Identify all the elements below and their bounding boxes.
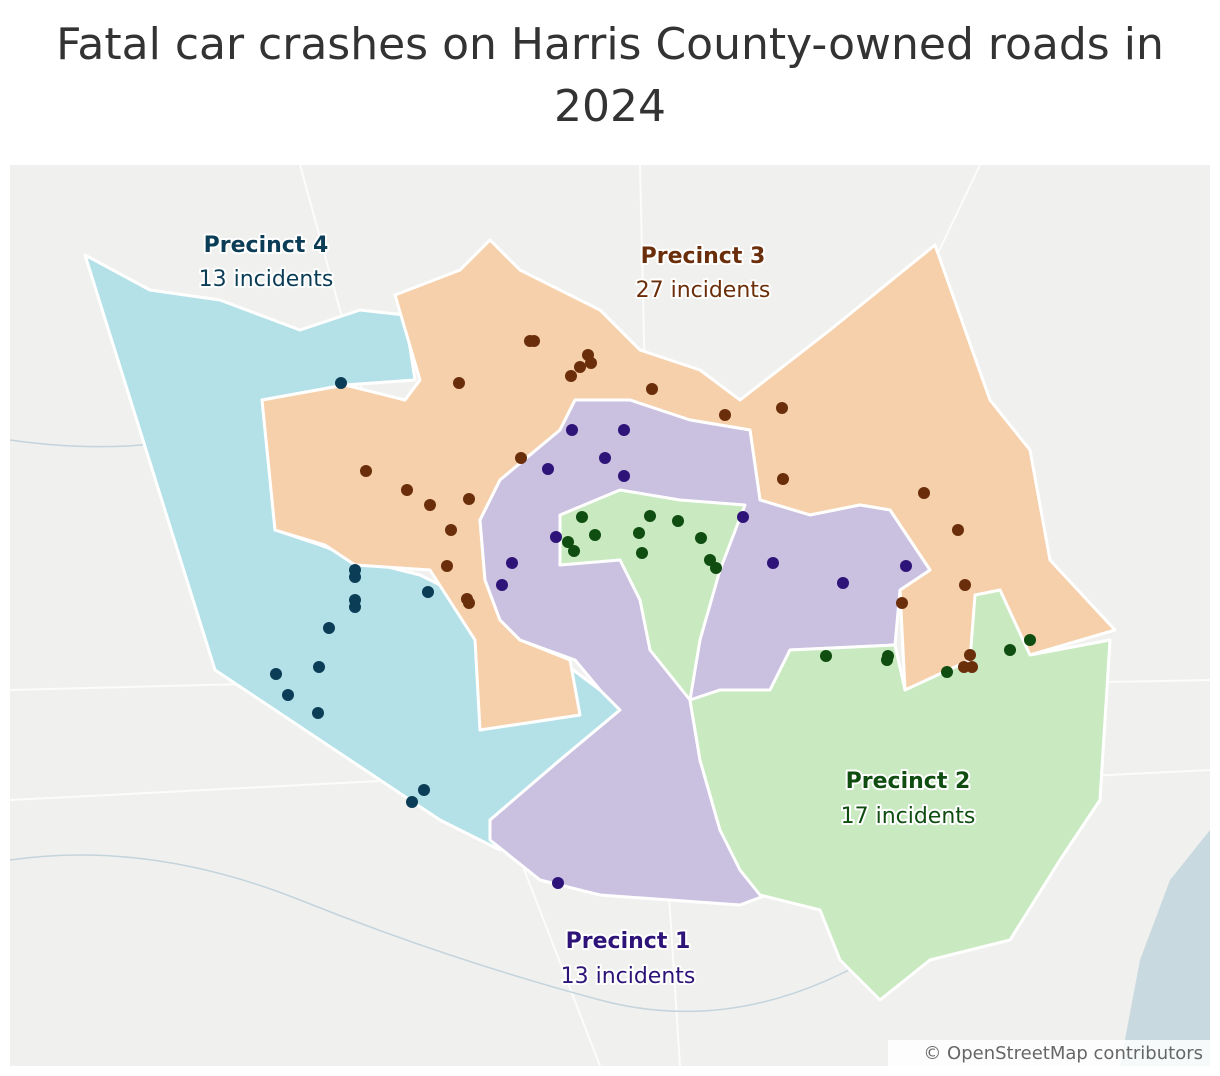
crash-dot <box>418 784 430 796</box>
crash-dot <box>568 545 580 557</box>
crash-dot <box>496 579 508 591</box>
crash-dot <box>323 622 335 634</box>
crash-dot <box>882 650 894 662</box>
crash-dot <box>1004 644 1016 656</box>
attribution: © OpenStreetMap contributors <box>923 1043 1203 1064</box>
precinct-2-crashes <box>562 510 1036 678</box>
crash-dot <box>552 877 564 889</box>
crash-dot <box>646 383 658 395</box>
crash-dot <box>964 649 976 661</box>
crash-dot <box>574 361 586 373</box>
precinct-name: Precinct 2 <box>846 769 971 794</box>
crash-dot <box>335 377 347 389</box>
crash-dot <box>576 511 588 523</box>
crash-dot <box>777 473 789 485</box>
precinct-name: Precinct 4 <box>204 233 329 258</box>
precinct-name: Precinct 1 <box>566 929 691 954</box>
crash-dot <box>672 515 684 527</box>
precinct-4-crashes <box>270 377 434 808</box>
crash-dot <box>312 707 324 719</box>
crash-dot <box>599 452 611 464</box>
precinct-incidents: 13 incidents <box>199 267 334 292</box>
crash-dot <box>349 571 361 583</box>
precinct-name: Precinct 3 <box>641 244 766 269</box>
crash-dot <box>952 524 964 536</box>
crash-dot <box>422 586 434 598</box>
precinct-incidents: 27 incidents <box>636 278 771 303</box>
crash-dot <box>896 597 908 609</box>
crash-dot <box>401 484 413 496</box>
bay <box>1120 830 1210 1066</box>
crash-dot <box>515 452 527 464</box>
crash-dot <box>453 377 465 389</box>
attribution-background <box>888 1040 1210 1066</box>
crash-dot <box>566 424 578 436</box>
crash-dot <box>542 463 554 475</box>
crash-dot <box>445 524 457 536</box>
crash-dot <box>636 547 648 559</box>
crash-dot <box>360 465 372 477</box>
precinct-2-area <box>558 488 1112 1002</box>
crash-dot <box>463 597 475 609</box>
crash-dot <box>618 424 630 436</box>
crash-dot <box>424 499 436 511</box>
precinct-incidents: 17 incidents <box>841 804 976 829</box>
crash-dot <box>710 562 722 574</box>
crash-dot <box>441 560 453 572</box>
crash-dot <box>941 666 953 678</box>
precinct-labels: Precinct 4 13 incidents Precinct 3 27 in… <box>197 231 978 991</box>
crash-dot <box>719 409 731 421</box>
crash-dot <box>589 529 601 541</box>
crash-dot <box>463 493 475 505</box>
precinct-3-crashes <box>360 335 978 673</box>
crash-dot <box>528 335 540 347</box>
crash-dot <box>270 668 282 680</box>
crash-dot <box>644 510 656 522</box>
crash-dot <box>585 357 597 369</box>
crash-dot <box>406 796 418 808</box>
crash-dot <box>695 532 707 544</box>
crash-dot <box>737 511 749 523</box>
crash-dot <box>313 661 325 673</box>
crash-dot <box>958 661 970 673</box>
crash-dot <box>282 689 294 701</box>
precinct-incidents: 13 incidents <box>561 964 696 989</box>
crash-dot <box>767 557 779 569</box>
crash-dot <box>633 527 645 539</box>
crash-dot <box>900 560 912 572</box>
crash-dot <box>837 577 849 589</box>
crash-dot <box>959 579 971 591</box>
crash-dot <box>550 531 562 543</box>
crash-dot <box>565 370 577 382</box>
precinct-1-crashes <box>496 424 912 889</box>
crash-dot <box>618 470 630 482</box>
map-title: Fatal car crashes on Harris County-owned… <box>56 19 1164 132</box>
crash-dot <box>1024 634 1036 646</box>
crash-dot <box>918 487 930 499</box>
crash-dot <box>776 402 788 414</box>
crash-dot <box>562 536 574 548</box>
crash-dot <box>820 650 832 662</box>
crash-dot <box>506 557 518 569</box>
crash-dot <box>349 601 361 613</box>
